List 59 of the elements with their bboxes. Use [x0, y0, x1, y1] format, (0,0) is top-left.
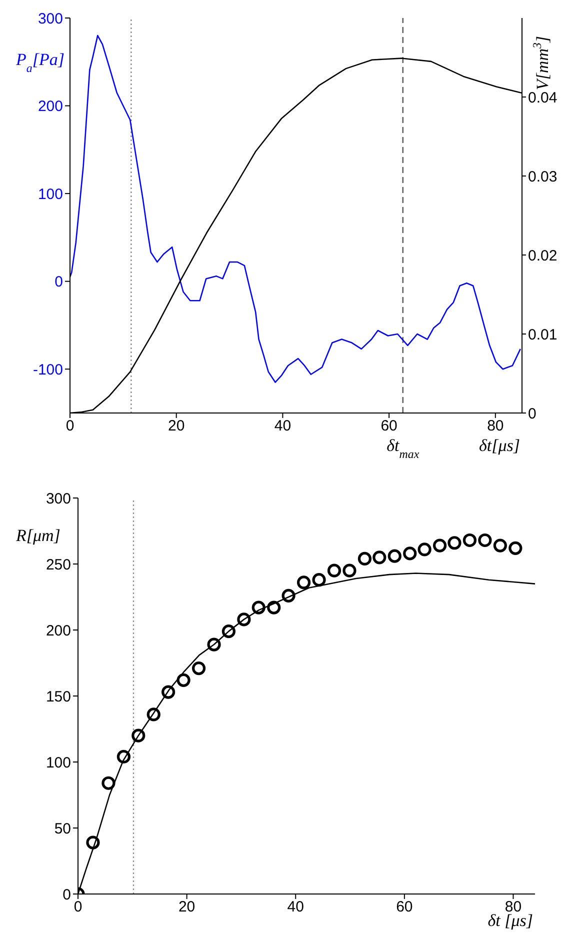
x-axis-title: δt[μs] [478, 436, 520, 455]
ref-line-label: δt$_{max}$ [386, 436, 420, 461]
y2-tick-label: 0.01 [528, 326, 558, 344]
y-tick-label: -100 [32, 361, 63, 378]
point [493, 538, 507, 552]
y-tick-label: 150 [46, 688, 71, 706]
x-tick-label: 80 [487, 418, 504, 435]
point [222, 624, 236, 638]
x-tick-label: 60 [380, 418, 398, 435]
point [312, 573, 326, 587]
point [162, 685, 176, 699]
point [508, 541, 522, 555]
y-tick-label: 200 [46, 622, 71, 640]
point [252, 600, 266, 614]
point [342, 564, 356, 578]
y-tick-label: 50 [54, 820, 71, 838]
point [403, 546, 417, 560]
y2-tick-label: 0.02 [528, 247, 558, 264]
x-tick-label: 40 [274, 418, 292, 435]
point [448, 536, 462, 550]
point [176, 673, 190, 687]
point [116, 750, 130, 764]
point [432, 538, 447, 552]
x-tick-label: 20 [178, 898, 196, 916]
point [282, 588, 296, 602]
point [388, 549, 402, 563]
y-tick-label: 200 [38, 98, 63, 116]
point [478, 533, 492, 548]
x-axis-title: δt [μs] [488, 911, 533, 930]
y2-tick-label: 0 [528, 405, 536, 422]
point [372, 550, 386, 564]
point [296, 576, 311, 590]
y-tick-label: 300 [46, 490, 71, 508]
x-tick-label: 60 [396, 898, 413, 916]
y2-tick-label: 0.03 [528, 168, 558, 186]
y-tick-label: 0 [62, 886, 71, 904]
point [237, 612, 251, 626]
y-tick-label: 100 [46, 754, 71, 772]
point [146, 708, 160, 722]
point [102, 776, 116, 790]
point [267, 600, 281, 614]
y-tick-label: 300 [38, 10, 63, 28]
point [192, 661, 206, 676]
y-axis-title: R[μm] [15, 526, 60, 545]
point [86, 836, 100, 850]
x-tick-label: 20 [168, 418, 185, 435]
point [358, 552, 372, 566]
y2-tick-label: 0.04 [528, 89, 558, 106]
y-tick-label: 100 [38, 186, 63, 203]
point [132, 728, 146, 742]
point [327, 564, 342, 578]
point [462, 533, 477, 548]
y-tick-label: 250 [46, 556, 71, 574]
y-tick-label: 0 [54, 274, 63, 291]
x-tick-label: 40 [287, 898, 304, 916]
point [418, 542, 432, 556]
y-axis-title: P$_{a}$[Pa] [15, 50, 64, 75]
x-tick-label: 0 [74, 898, 82, 916]
point [207, 638, 221, 652]
